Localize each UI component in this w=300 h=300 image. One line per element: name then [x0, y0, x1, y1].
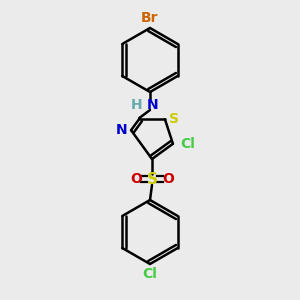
- Text: O: O: [162, 172, 174, 186]
- Text: N: N: [147, 98, 159, 112]
- Text: O: O: [130, 172, 142, 186]
- Text: Cl: Cl: [180, 137, 195, 151]
- Text: N: N: [116, 123, 127, 137]
- Text: H: H: [130, 98, 142, 112]
- Text: S: S: [169, 112, 179, 126]
- Text: Cl: Cl: [142, 267, 158, 281]
- Text: S: S: [146, 172, 158, 187]
- Text: Br: Br: [141, 11, 159, 25]
